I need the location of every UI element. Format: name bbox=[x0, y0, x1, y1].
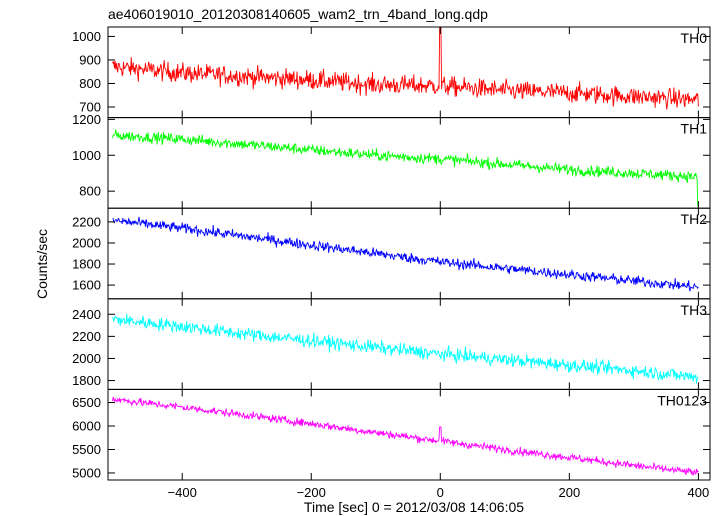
y-axis-label: Counts/sec bbox=[34, 229, 50, 299]
y-tick-label: 1200 bbox=[72, 112, 101, 127]
y-tick-label: 5500 bbox=[72, 442, 101, 457]
series-line-th2 bbox=[112, 216, 699, 292]
panel-label: TH2 bbox=[681, 211, 708, 227]
panel-label: TH1 bbox=[681, 121, 708, 137]
y-tick-label: 2200 bbox=[72, 214, 101, 229]
chart-title: ae406019010_20120308140605_wam2_trn_4ban… bbox=[108, 6, 488, 22]
x-tick-label: 400 bbox=[688, 485, 710, 500]
y-tick-label: 1800 bbox=[72, 373, 101, 388]
series-line-th0123 bbox=[112, 396, 699, 476]
y-tick-label: 900 bbox=[79, 52, 101, 67]
y-tick-label: 2400 bbox=[72, 307, 101, 322]
panel-frame bbox=[107, 207, 711, 300]
y-tick-label: 1800 bbox=[72, 257, 101, 272]
y-tick-label: 6500 bbox=[72, 395, 101, 410]
panel-th0: 700 800 900 1000 TH0 bbox=[72, 26, 711, 119]
y-tick-label: 800 bbox=[79, 184, 101, 199]
panel-label: TH0 bbox=[681, 30, 708, 46]
x-axis-label: Time [sec] 0 = 2012/03/08 14:06:05 bbox=[304, 499, 524, 515]
x-axis: −400 −200 0 200 400 bbox=[168, 485, 710, 500]
panel-th2: 1600 1800 2000 2200 TH2 bbox=[72, 207, 711, 300]
y-tick-label: 700 bbox=[79, 100, 101, 115]
panel-frame bbox=[107, 298, 711, 390]
y-tick-label: 2200 bbox=[72, 329, 101, 344]
x-tick-label: 200 bbox=[558, 485, 580, 500]
y-tick-label: 1000 bbox=[72, 148, 101, 163]
series-line-th1 bbox=[112, 129, 699, 206]
x-tick-label: −200 bbox=[297, 485, 326, 500]
panel-frame bbox=[107, 388, 711, 481]
panel-th1: 800 1000 1200 TH1 bbox=[72, 112, 711, 209]
panel-stack: 700 800 900 1000 TH0 800 1000 1200 TH1 1600 1800 20… bbox=[72, 26, 711, 481]
panel-th0123: 5000 5500 6000 6500 TH0123 bbox=[72, 388, 711, 481]
panel-label: TH3 bbox=[681, 302, 708, 318]
x-tick-label: −400 bbox=[168, 485, 197, 500]
y-tick-label: 2000 bbox=[72, 351, 101, 366]
y-tick-label: 2000 bbox=[72, 235, 101, 250]
panel-th3: 1800 2000 2200 2400 TH3 bbox=[72, 298, 711, 390]
y-tick-label: 1600 bbox=[72, 278, 101, 293]
x-tick-label: 0 bbox=[437, 485, 444, 500]
panel-label: TH0123 bbox=[657, 392, 707, 408]
y-tick-label: 6000 bbox=[72, 419, 101, 434]
series-line-th3 bbox=[112, 313, 699, 384]
panel-frame bbox=[107, 117, 711, 209]
series-line-th0 bbox=[112, 27, 699, 110]
y-tick-label: 5000 bbox=[72, 465, 101, 480]
y-tick-label: 1000 bbox=[72, 29, 101, 44]
y-tick-label: 800 bbox=[79, 76, 101, 91]
